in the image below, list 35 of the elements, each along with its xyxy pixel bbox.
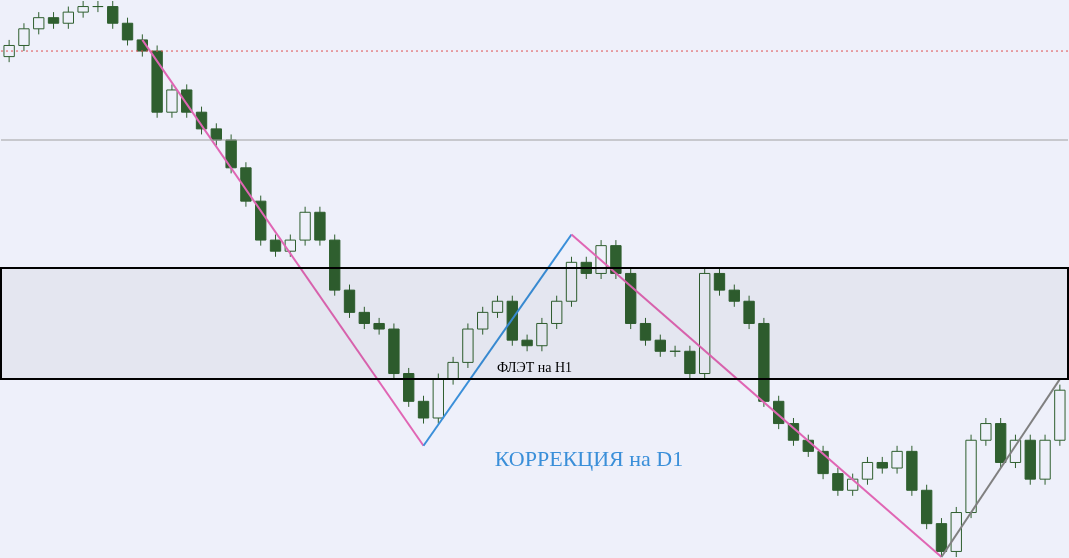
candlestick: [121, 17, 134, 46]
candlestick: [358, 306, 370, 330]
annotation: КОРРЕКЦИЯ на D1: [494, 445, 684, 471]
candlestick: [536, 317, 548, 352]
candlestick: [269, 234, 282, 258]
candlestick: [3, 39, 15, 63]
candlestick: [728, 284, 740, 308]
candlestick: [477, 306, 489, 336]
candlestick: [33, 11, 45, 35]
candlestick: [669, 345, 681, 358]
band-label: ФЛЭТ на H1: [496, 360, 573, 376]
candlestick: [18, 22, 30, 52]
candlestick: [417, 395, 430, 425]
candlestick: [447, 356, 459, 386]
candlestick: [107, 0, 119, 30]
candlestick: [491, 295, 504, 319]
candlestick: [861, 456, 874, 486]
candlestick: [166, 83, 178, 119]
candlestick: [343, 284, 356, 319]
candlestick: [62, 6, 75, 30]
candlestick: [817, 445, 829, 480]
candlestick: [832, 467, 844, 497]
candlestick: [551, 295, 563, 330]
candlestick: [980, 417, 992, 447]
candlestick: [654, 334, 666, 358]
candlestick: [92, 0, 104, 13]
candlestick: [580, 256, 592, 280]
candlestick: [684, 345, 696, 380]
candlestick: [210, 122, 222, 147]
candlestick: [713, 267, 726, 297]
candlestick: [639, 317, 652, 347]
candlestick: [521, 334, 533, 352]
candlestick: [743, 295, 755, 330]
candlestick: [373, 317, 385, 336]
candlestick: [891, 445, 903, 475]
